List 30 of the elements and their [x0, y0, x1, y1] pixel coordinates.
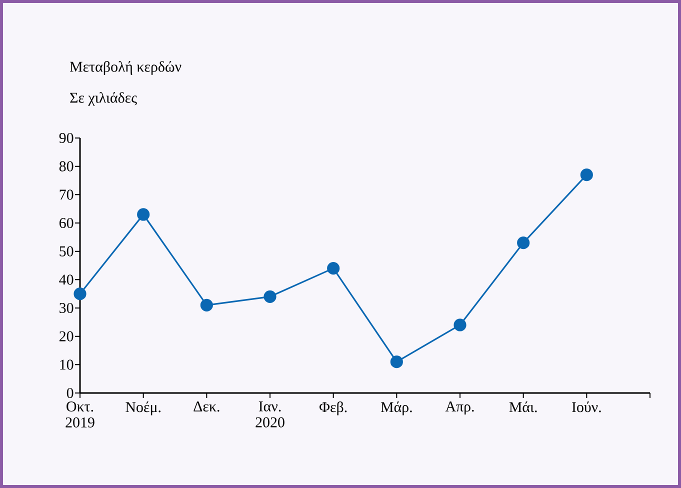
- y-tick-label: 90: [59, 132, 74, 144]
- y-tick-label: 10: [60, 360, 74, 370]
- x-tick-label: Απρ.: [445, 402, 474, 415]
- point: [454, 318, 466, 332]
- x-tick-label: Δεκ.: [194, 402, 220, 412]
- chart-title: Μεταβολή κερδών: [70, 61, 182, 75]
- point: [74, 288, 86, 300]
- point: [200, 298, 213, 312]
- point: [390, 356, 403, 368]
- point: [580, 168, 593, 182]
- x-tick-label: Μάι.: [509, 402, 537, 412]
- y-tick-label: 80: [59, 161, 74, 172]
- point: [137, 208, 150, 221]
- y-tick-label: 60: [60, 218, 74, 228]
- x-tick-label: Οκτ. 2019: [66, 402, 94, 428]
- point: [264, 290, 276, 303]
- x-tick-label: Μάρ.: [380, 402, 412, 416]
- y-tick-label: 30: [60, 302, 74, 314]
- y-tick-label: 0: [66, 388, 74, 398]
- x-tick-label: Ιούν.: [572, 402, 601, 412]
- y-tick-label: 20: [60, 331, 74, 342]
- y-tick-label: 50: [60, 246, 74, 256]
- y-tick-label: 40: [59, 274, 74, 285]
- x-tick-label: Νοέμ.: [126, 402, 160, 416]
- x-tick-label: Φεβ.: [320, 402, 347, 416]
- point: [327, 262, 340, 275]
- point: [517, 236, 530, 250]
- x-tick-label: Ιαν. 2020: [256, 402, 284, 428]
- y-axis-title: Σε χιλιάδες: [70, 92, 137, 106]
- y-tick-label: 70: [60, 190, 74, 200]
